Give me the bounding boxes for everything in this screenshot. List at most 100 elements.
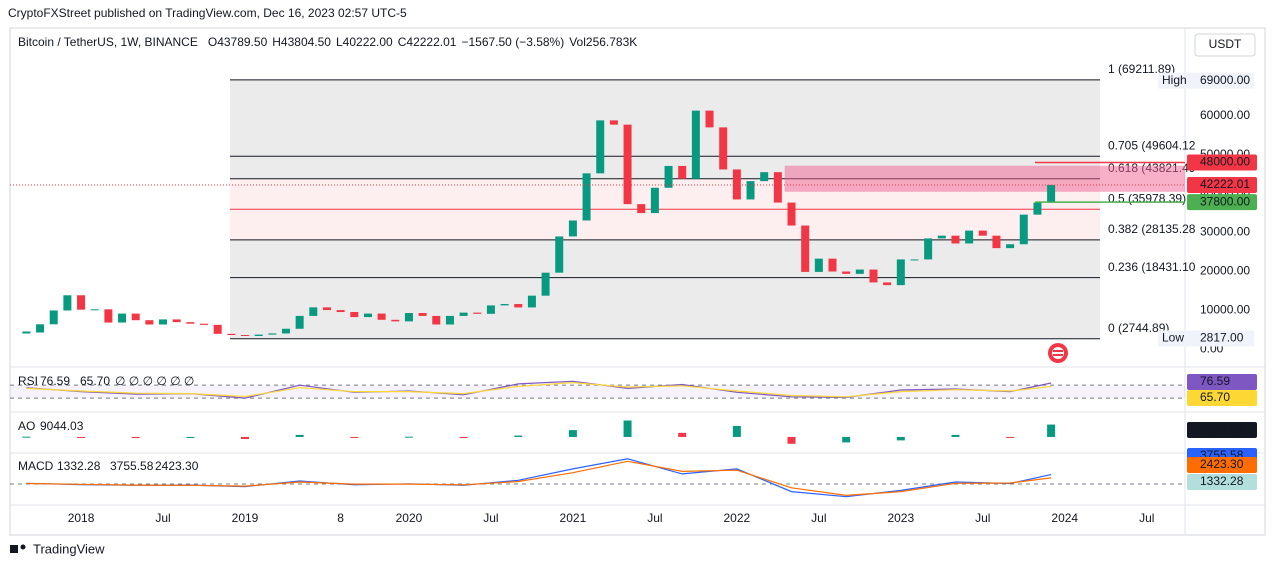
candle-body xyxy=(883,282,892,286)
candle-body xyxy=(500,304,509,306)
macd-line xyxy=(26,460,1052,497)
candle-body xyxy=(514,304,523,308)
currency-label[interactable]: USDT xyxy=(1209,37,1242,51)
icon xyxy=(1053,350,1063,352)
candle-body xyxy=(336,310,345,313)
candle-body xyxy=(760,172,769,182)
candle-body xyxy=(978,230,987,236)
candle-body xyxy=(924,238,933,260)
legend-value: 1332.28 xyxy=(57,459,101,473)
candle-body xyxy=(705,110,714,128)
candle-body xyxy=(350,312,359,318)
x-tick-label: Jul xyxy=(483,511,498,525)
ohlc-value: 42222.01 xyxy=(406,35,456,49)
candle-body xyxy=(77,295,86,310)
x-tick-label: 2019 xyxy=(232,511,259,525)
candle-body xyxy=(200,323,209,325)
candle-body xyxy=(104,309,113,323)
candle-body xyxy=(309,307,318,316)
rsi-ma-tag-text: 65.70 xyxy=(1200,390,1230,404)
ao-bar xyxy=(404,436,413,438)
pane-title: RSI xyxy=(18,374,38,388)
ohlc-value: 256.783K xyxy=(586,35,637,49)
candle-body xyxy=(869,269,878,283)
candle-body xyxy=(992,235,1001,249)
candle-body xyxy=(377,313,386,320)
candle-body xyxy=(131,313,140,321)
candle-body xyxy=(691,110,700,179)
candle-body xyxy=(814,258,823,272)
ao-bar xyxy=(568,430,577,437)
price-tag-label: 48000.00 xyxy=(1200,155,1250,169)
candle-body xyxy=(828,258,837,272)
candle-body xyxy=(937,235,946,239)
candle-body xyxy=(1019,214,1028,245)
candle-body xyxy=(555,236,564,273)
ao-bar xyxy=(787,436,796,444)
ao-bar xyxy=(131,436,140,439)
candle-body xyxy=(801,225,810,272)
candle-body xyxy=(787,202,796,226)
candle-body xyxy=(459,312,468,316)
currency-button[interactable] xyxy=(1194,33,1256,57)
candle-body xyxy=(623,124,632,205)
ao-bar xyxy=(732,426,741,437)
ohlc-key: Vol xyxy=(569,35,586,49)
price-tag xyxy=(1187,154,1257,171)
candle-body xyxy=(473,312,482,314)
ohlc-value: 43789.50 xyxy=(217,35,267,49)
low-label: Low xyxy=(1162,331,1184,345)
candle-body xyxy=(896,259,905,286)
ao-bar xyxy=(1006,436,1015,438)
icon xyxy=(1052,347,1064,359)
candle-body xyxy=(650,187,659,214)
ao-bar xyxy=(514,435,523,437)
candle-body xyxy=(1047,184,1056,203)
fib-label: 0.382 (28135.28 xyxy=(1108,222,1196,236)
signal-tag xyxy=(1187,457,1257,473)
candle-body xyxy=(746,181,755,200)
legend-value: 9044.03 xyxy=(40,419,84,433)
rsi-tag-text: 76.59 xyxy=(1200,374,1230,388)
ao-bar xyxy=(77,436,86,438)
low-tag xyxy=(1158,330,1254,347)
candle-body xyxy=(527,295,536,308)
ohlc-value: 40222.00 xyxy=(343,35,393,49)
candle-body xyxy=(1006,244,1015,249)
ao-tag xyxy=(1187,422,1257,438)
publisher: CryptoFXStreet published on TradingView.… xyxy=(8,6,407,20)
pane-title: AO xyxy=(18,419,35,433)
ohlc-key: C xyxy=(398,35,407,49)
candle-body xyxy=(719,127,728,170)
fib-label: 0.5 (35978.39) xyxy=(1108,191,1186,205)
high-tag xyxy=(1158,72,1254,89)
y-tick-label: 20000.00 xyxy=(1200,264,1250,278)
hist-tag-text: 1332.28 xyxy=(1200,474,1244,488)
ao-bar xyxy=(896,436,905,441)
y-tick-label: 60000.00 xyxy=(1200,108,1250,122)
legend-value: 2423.30 xyxy=(155,459,199,473)
candle-body xyxy=(445,315,454,325)
candle-body xyxy=(418,312,427,316)
price-tag-label: 37800.00 xyxy=(1200,194,1250,208)
fib-label: 0.236 (18431.10 xyxy=(1108,260,1196,274)
x-tick-label: 2020 xyxy=(396,511,423,525)
candle-body xyxy=(842,271,851,274)
candle-body xyxy=(281,328,290,334)
legend-value: 65.70 xyxy=(80,374,110,388)
logo-mark xyxy=(10,545,18,553)
candle-body xyxy=(910,259,919,261)
ao-bar xyxy=(678,432,687,437)
ao-bar xyxy=(842,436,851,443)
x-tick-label: Jul xyxy=(1139,511,1154,525)
ao-bar xyxy=(295,434,304,437)
symbol: Bitcoin / TetherUS, 1W, BINANCE xyxy=(18,35,198,49)
x-tick-label: 2022 xyxy=(724,511,751,525)
fib-label: 0.705 (49604.12 xyxy=(1108,138,1196,152)
ohlc-key: L xyxy=(336,35,343,49)
candle-body xyxy=(404,312,413,322)
legend-extra: ∅ ∅ ∅ ∅ ∅ ∅ xyxy=(115,374,194,388)
ohlc-value: −1567.50 (−3.58%) xyxy=(461,35,564,49)
high-label: High xyxy=(1162,73,1187,87)
legend-value: 76.59 xyxy=(40,374,70,388)
